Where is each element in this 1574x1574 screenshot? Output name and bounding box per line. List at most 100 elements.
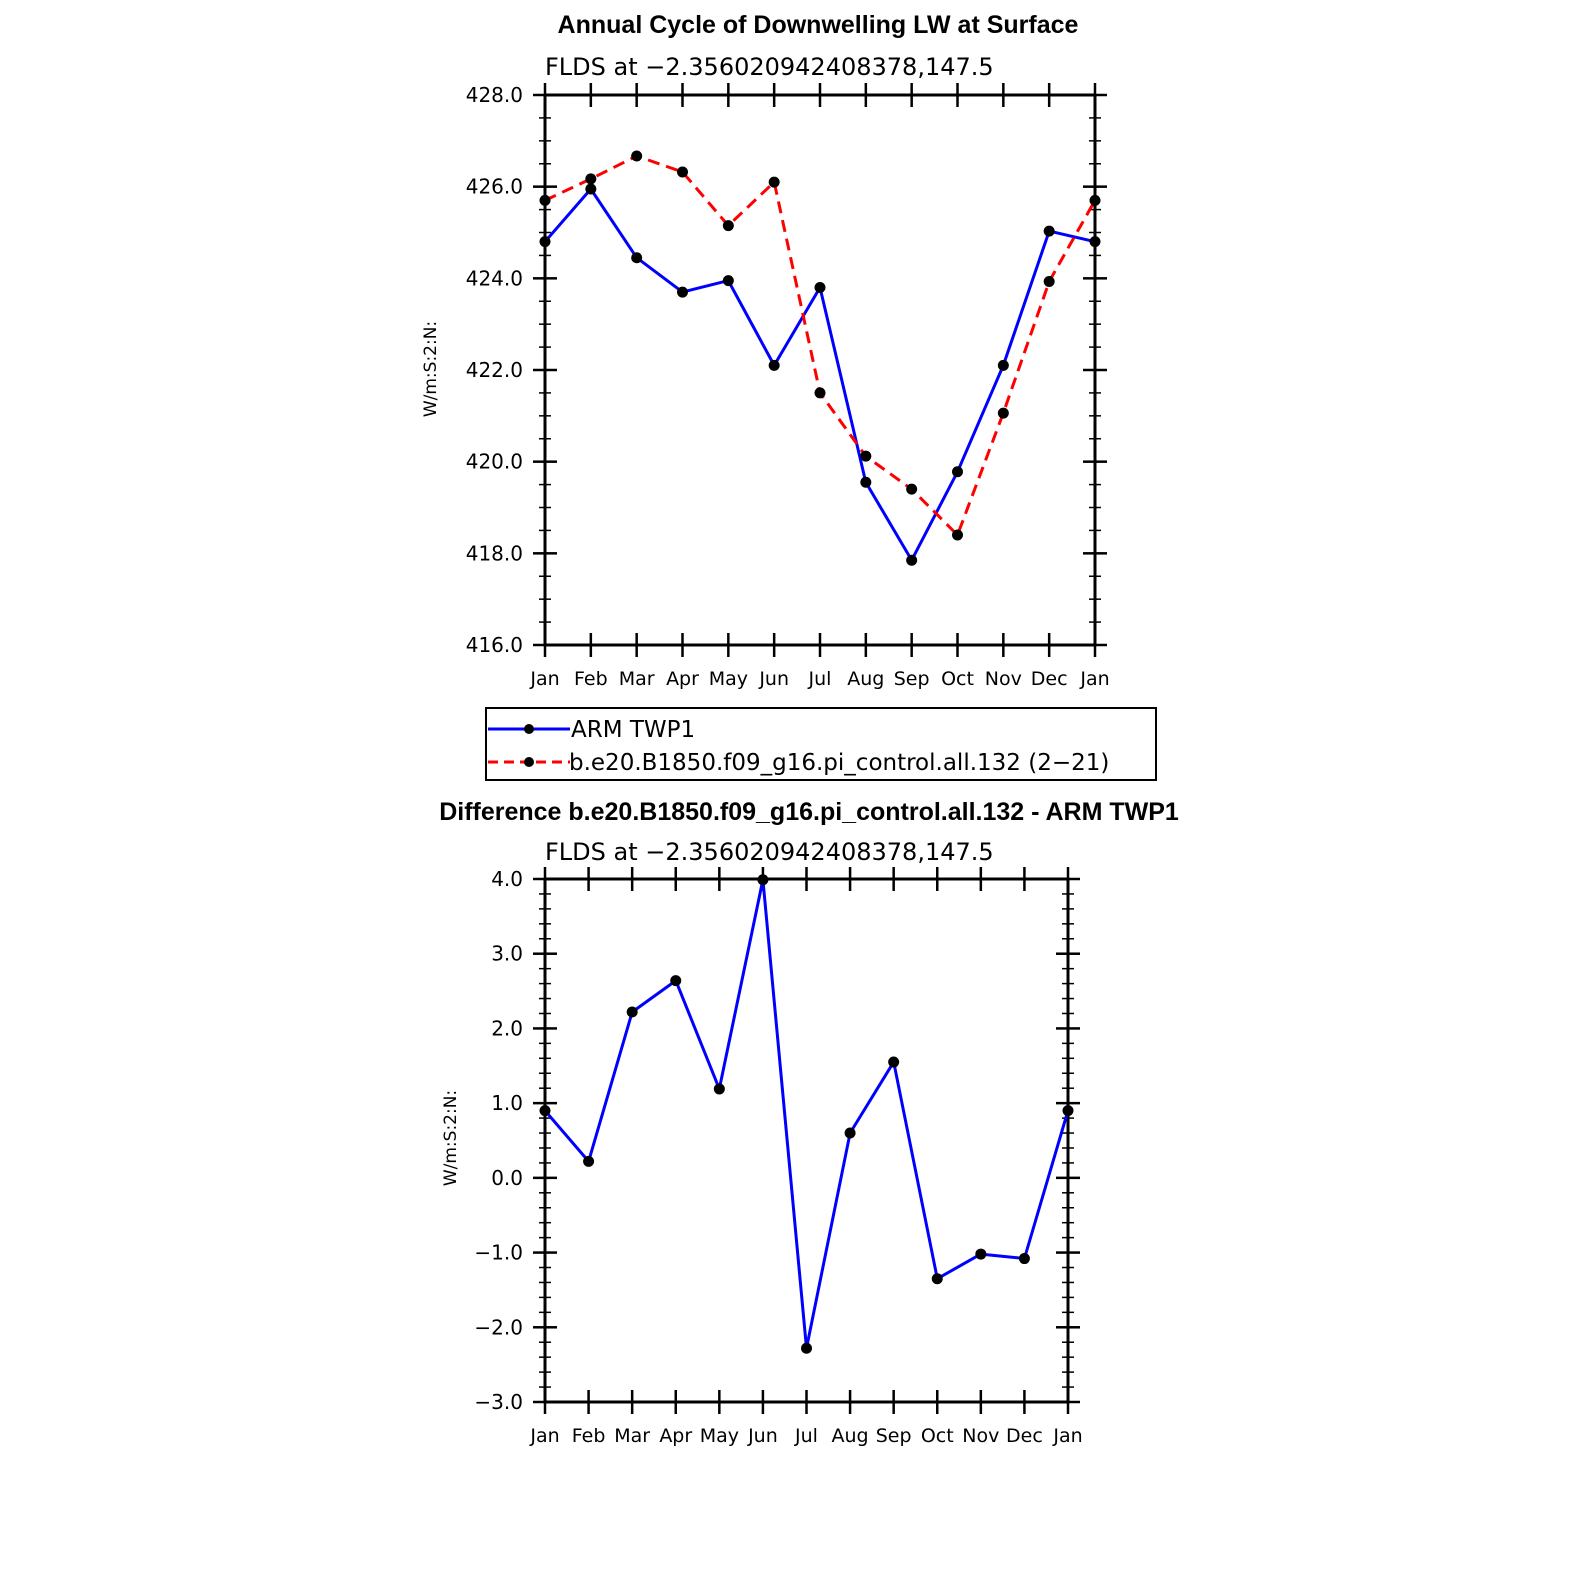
data-point <box>997 359 1009 371</box>
data-point <box>585 183 597 195</box>
data-point <box>539 194 551 206</box>
data-point <box>677 286 688 298</box>
x-tick-label: May <box>709 668 748 690</box>
x-tick-label: Feb <box>574 668 608 690</box>
data-point <box>952 466 963 478</box>
x-tick-label: Jul <box>794 1425 818 1447</box>
x-tick-label: Dec <box>1031 668 1068 690</box>
chart-subtitle: FLDS at −2.356020942408378,147.5 <box>545 53 994 81</box>
data-point <box>1089 194 1101 206</box>
plot-frame <box>543 93 1097 647</box>
x-tick-label: Nov <box>985 668 1022 690</box>
y-tick-label: 1.0 <box>491 1091 523 1115</box>
x-tick-label: Dec <box>1006 1425 1043 1447</box>
data-point <box>1089 236 1101 248</box>
y-tick-label: 2.0 <box>491 1016 523 1040</box>
x-tick-label: Jul <box>808 668 832 690</box>
chart-subtitle: FLDS at −2.356020942408378,147.5 <box>545 838 994 866</box>
x-tick-label: Mar <box>619 668 655 690</box>
y-tick-label: 418.0 <box>466 541 523 565</box>
data-point <box>844 1127 856 1139</box>
x-tick-label: Jan <box>1052 1425 1082 1447</box>
data-point <box>539 1105 551 1117</box>
y-tick-label: 424.0 <box>466 266 523 290</box>
x-tick-label: Sep <box>894 668 930 690</box>
data-point <box>1018 1253 1030 1265</box>
x-tick-label: Nov <box>962 1425 999 1447</box>
x-tick-label: Mar <box>614 1425 650 1447</box>
y-tick-label: −1.0 <box>474 1241 523 1265</box>
y-tick-label: 4.0 <box>491 867 523 891</box>
data-point <box>931 1273 943 1285</box>
x-tick-label: Jan <box>529 1425 559 1447</box>
data-point <box>860 450 872 462</box>
x-tick-label: Apr <box>659 1425 692 1447</box>
data-point <box>626 1006 638 1018</box>
y-axis-label: W/m:S:2:N: <box>441 1090 461 1186</box>
data-point <box>997 407 1009 419</box>
x-tick-label: Sep <box>876 1425 912 1447</box>
series-line-0 <box>543 187 1096 562</box>
data-point <box>768 176 780 188</box>
legend-label-model: b.e20.B1850.f09_g16.pi_control.all.132 (… <box>569 750 1109 776</box>
difference-chart: Difference b.e20.B1850.f09_g16.pi_contro… <box>439 798 1179 1447</box>
data-point <box>722 275 734 287</box>
data-point <box>975 1248 987 1260</box>
data-point <box>814 387 826 399</box>
legend-marker-model <box>524 757 534 767</box>
x-tick-label: Jun <box>758 668 789 690</box>
x-tick-label: Jun <box>747 1425 778 1447</box>
y-tick-label: 428.0 <box>466 83 523 107</box>
legend-marker-arm <box>524 724 534 734</box>
data-point <box>888 1056 900 1068</box>
data-point <box>539 236 551 248</box>
data-point <box>757 874 769 886</box>
y-tick-label: 426.0 <box>466 175 523 199</box>
data-point <box>713 1083 725 1095</box>
x-tick-label: Jan <box>529 668 559 690</box>
y-tick-label: 3.0 <box>491 942 523 966</box>
x-tick-label: Jan <box>1079 668 1109 690</box>
data-point <box>906 554 918 566</box>
series-line-0 <box>543 878 1070 1350</box>
legend-label-arm: ARM TWP1 <box>571 717 695 743</box>
y-tick-label: 416.0 <box>466 633 523 657</box>
data-point <box>670 975 682 987</box>
data-point <box>860 476 872 488</box>
data-point <box>583 1155 595 1167</box>
x-tick-label: May <box>700 1425 739 1447</box>
y-axis-label: W/m:S:2:N: <box>421 321 441 417</box>
y-tick-label: 422.0 <box>466 358 523 382</box>
x-tick-label: Feb <box>572 1425 606 1447</box>
data-point <box>906 483 918 495</box>
data-point <box>1043 225 1055 237</box>
data-point <box>952 529 963 541</box>
y-tick-label: 0.0 <box>491 1166 523 1190</box>
y-tick-label: 420.0 <box>466 450 523 474</box>
data-point <box>722 220 734 232</box>
data-point <box>631 252 643 264</box>
x-tick-label: Oct <box>941 668 974 690</box>
chart-title: Difference b.e20.B1850.f09_g16.pi_contro… <box>439 798 1179 826</box>
plot-frame <box>543 877 1070 1404</box>
data-point <box>1043 276 1055 288</box>
data-point <box>814 282 826 293</box>
data-point <box>1062 1105 1074 1117</box>
data-point <box>768 359 780 371</box>
y-tick-label: −3.0 <box>474 1390 523 1414</box>
data-point <box>801 1342 812 1354</box>
x-tick-label: Oct <box>921 1425 954 1447</box>
annual-cycle-chart: Annual Cycle of Downwelling LW at Surfac… <box>421 11 1110 690</box>
data-point <box>631 150 643 162</box>
x-tick-label: Apr <box>666 668 699 690</box>
data-point <box>585 173 597 185</box>
legend: ARM TWP1 b.e20.B1850.f09_g16.pi_control.… <box>485 707 1157 781</box>
series-line-1 <box>544 154 1097 537</box>
data-point <box>677 166 688 178</box>
x-tick-label: Aug <box>847 668 884 690</box>
legend-frame <box>485 707 1157 781</box>
x-tick-label: Aug <box>832 1425 869 1447</box>
chart-title: Annual Cycle of Downwelling LW at Surfac… <box>558 11 1079 39</box>
y-tick-label: −2.0 <box>474 1315 523 1339</box>
